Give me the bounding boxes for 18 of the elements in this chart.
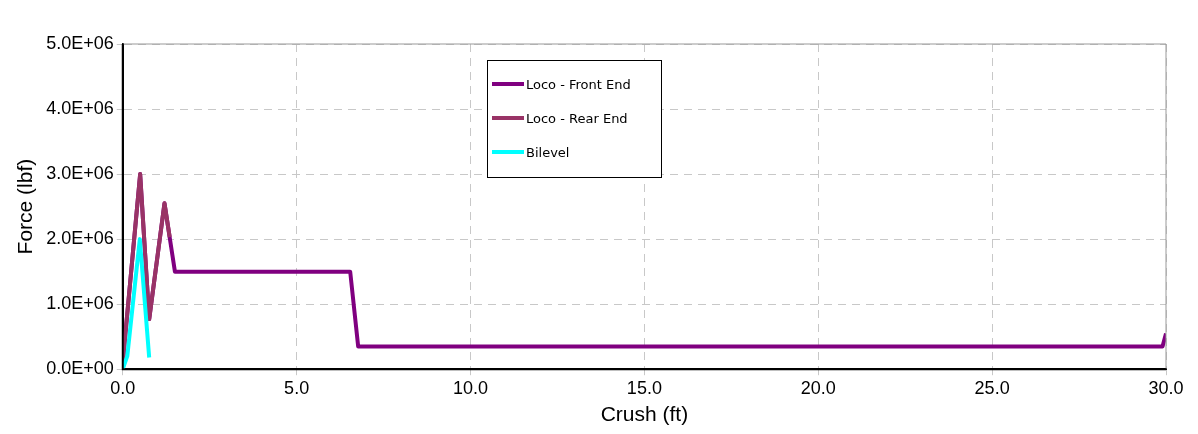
y-axis-title: Force (lbf)	[13, 158, 37, 255]
x-axis-title: Crush (ft)	[600, 402, 689, 426]
x-tick-label: 20.0	[800, 377, 836, 398]
x-tick-label: 10.0	[452, 377, 489, 398]
x-tick-label: 15.0	[626, 377, 662, 398]
legend-label: Bilevel	[525, 143, 571, 162]
y-tick-label: 3.0E+06	[46, 163, 114, 184]
x-tick-label: 25.0	[974, 377, 1010, 398]
y-tick-label: 1.0E+06	[46, 293, 114, 314]
y-tick-label: 4.0E+06	[46, 98, 114, 119]
y-tick-label: 0.0E+00	[46, 358, 114, 379]
x-tick-label: 30.0	[1148, 377, 1184, 398]
x-tick-label: 5.0	[284, 377, 310, 398]
y-tick-label: 5.0E+06	[46, 32, 114, 53]
y-tick-label: 2.0E+06	[46, 228, 114, 249]
legend-label: Loco - Rear End	[525, 109, 629, 128]
x-tick-label: 0.0	[110, 377, 136, 398]
legend-label: Loco - Front End	[525, 75, 631, 94]
